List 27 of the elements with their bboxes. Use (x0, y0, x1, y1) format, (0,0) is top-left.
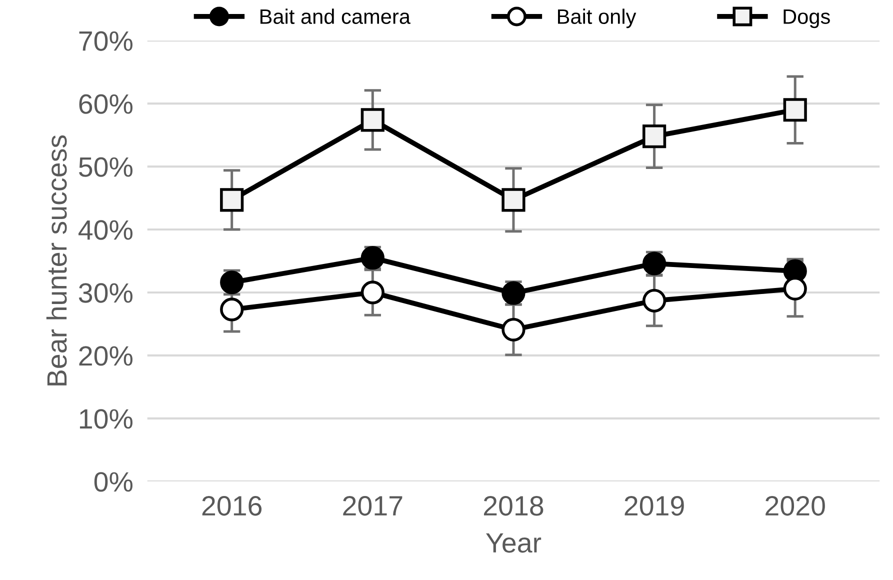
x-tick-label: 2016 (202, 496, 262, 516)
y-tick-label: 20% (79, 346, 132, 366)
y-axis-title: Bear hunter success (46, 135, 67, 386)
x-tick-label: 2018 (484, 496, 544, 516)
y-tick-label: 40% (78, 220, 132, 240)
y-tick-label: 30% (78, 283, 132, 303)
point (502, 318, 526, 342)
point (360, 280, 384, 304)
legend-label: Dogs (784, 9, 830, 28)
y-tick-label: 70% (79, 31, 132, 51)
x-axis-title: Year (486, 533, 542, 553)
legend-label: Bait only (558, 8, 636, 28)
legend-label: Bait and camera (260, 8, 410, 24)
x-tick-label: 2019 (624, 496, 684, 516)
point (220, 298, 244, 322)
y-tick-label: 50% (78, 157, 132, 177)
point (502, 188, 526, 212)
x-tick-label: 2020 (766, 496, 825, 516)
point (783, 98, 807, 122)
point (360, 108, 384, 132)
point (642, 288, 666, 312)
point (220, 188, 244, 212)
y-tick-label: 0% (94, 472, 132, 492)
x-tick-label: 2017 (343, 496, 402, 516)
y-tick-label: 60% (79, 94, 132, 114)
point (642, 124, 666, 148)
y-tick-label: 10% (80, 409, 132, 429)
